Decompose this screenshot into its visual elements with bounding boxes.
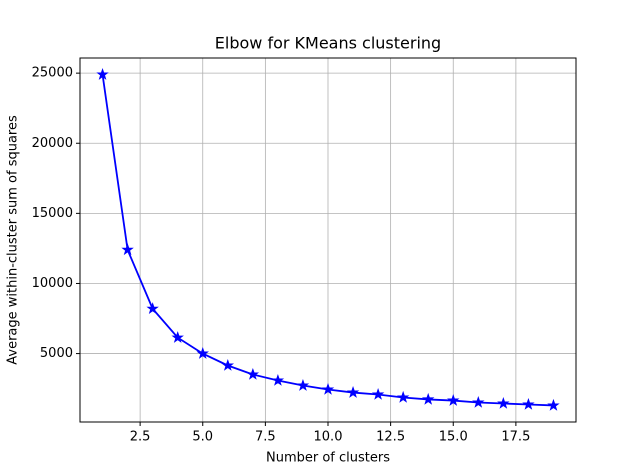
point-marker xyxy=(96,68,109,80)
y-tick-label: 20000 xyxy=(32,136,73,151)
point-marker xyxy=(396,390,410,403)
y-tick-label: 10000 xyxy=(32,276,73,291)
point-marker xyxy=(472,395,485,408)
point-marker xyxy=(321,382,335,395)
x-tick-label: 15.0 xyxy=(439,430,468,445)
x-tick-label: 10.0 xyxy=(314,430,343,445)
point-marker xyxy=(497,396,510,409)
chart-title: Elbow for KMeans clustering xyxy=(215,34,441,53)
y-tick-label: 5000 xyxy=(40,346,73,361)
y-tick-label: 15000 xyxy=(32,206,73,221)
x-tick-label: 12.5 xyxy=(376,430,405,445)
point-marker xyxy=(221,358,235,371)
x-tick-label: 5.0 xyxy=(192,430,213,445)
point-marker xyxy=(371,387,385,400)
point-marker xyxy=(196,347,209,359)
point-marker xyxy=(447,394,460,406)
x-tick-label: 2.5 xyxy=(130,430,151,445)
point-marker xyxy=(346,386,360,398)
point-marker xyxy=(547,398,560,411)
point-marker xyxy=(121,243,134,256)
point-marker xyxy=(171,331,184,343)
point-marker xyxy=(146,302,159,314)
y-axis-label: Average within-cluster sum of squares xyxy=(6,115,21,365)
x-axis-label: Number of clusters xyxy=(266,451,390,466)
point-marker xyxy=(296,379,310,391)
point-marker xyxy=(271,373,285,386)
axes-frame xyxy=(79,57,577,423)
point-marker xyxy=(421,392,435,405)
x-tick-label: 17.5 xyxy=(501,430,530,445)
y-tick-label: 25000 xyxy=(32,66,73,81)
point-marker xyxy=(522,397,535,410)
point-marker xyxy=(246,367,260,380)
x-tick-label: 7.5 xyxy=(255,430,276,445)
